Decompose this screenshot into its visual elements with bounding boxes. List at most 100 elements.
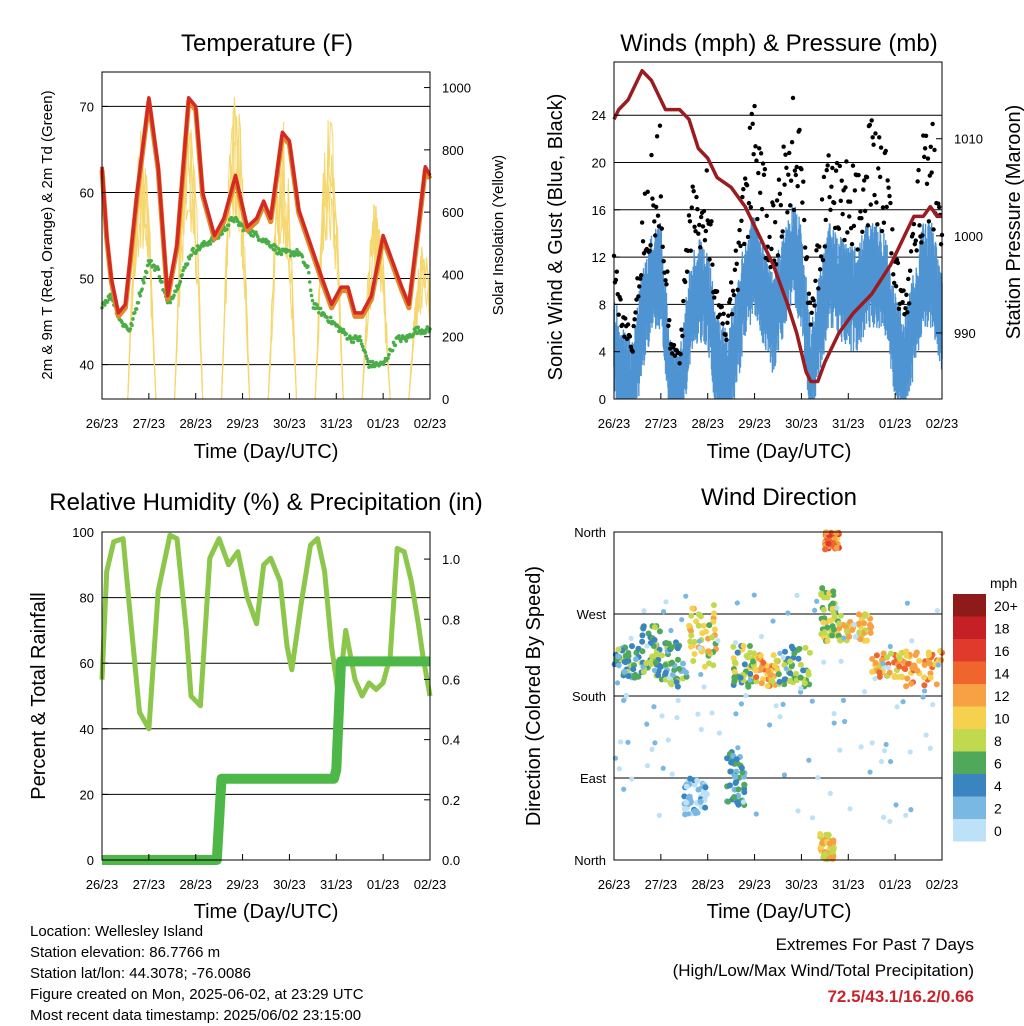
direction-point <box>861 620 868 627</box>
dewpoint-point <box>183 265 187 270</box>
gust-point <box>730 288 736 294</box>
direction-point <box>743 692 749 699</box>
direction-point <box>687 775 694 782</box>
legend-swatch <box>953 639 986 662</box>
y-tick-label: 4 <box>599 345 606 360</box>
gust-point <box>737 227 742 233</box>
gust-point <box>637 284 642 289</box>
direction-point <box>660 765 666 771</box>
gust-point <box>816 286 821 291</box>
gust-point <box>691 188 696 194</box>
direction-point <box>887 818 893 825</box>
direction-point <box>734 649 741 656</box>
direction-points <box>611 529 945 863</box>
direction-point <box>688 612 695 619</box>
direction-point <box>689 605 696 612</box>
x-tick-label: 01/23 <box>367 416 400 431</box>
gust-point <box>652 219 657 224</box>
gust-point <box>875 222 880 227</box>
dewpoint-point <box>309 293 314 298</box>
x-tick-label: 31/23 <box>832 416 865 431</box>
direction-point <box>766 722 773 728</box>
dewpoint-point <box>358 338 363 343</box>
dewpoint-point <box>157 274 162 279</box>
gust-point <box>907 268 913 273</box>
gust-point <box>938 241 944 247</box>
direction-point <box>641 608 647 614</box>
direction-point <box>663 639 670 646</box>
gust-point <box>767 234 772 240</box>
gust-point <box>799 167 804 172</box>
gust-point <box>828 207 833 213</box>
solar-line <box>221 124 251 400</box>
dewpoint-point <box>143 275 147 280</box>
gust-point <box>923 133 929 139</box>
direction-point <box>876 673 883 680</box>
direction-point <box>780 654 786 661</box>
gust-point <box>687 219 693 224</box>
direction-point <box>921 674 928 681</box>
direction-point <box>705 648 712 655</box>
gust-point <box>792 168 798 173</box>
gust-point <box>867 122 873 128</box>
direction-title: Wind Direction <box>701 484 857 511</box>
dewpoint-point <box>393 343 398 348</box>
gust-point <box>822 244 828 249</box>
direction-ylabel: Direction (Colored By Speed) <box>523 566 545 826</box>
gust-point <box>931 227 936 232</box>
gust-point <box>633 310 638 315</box>
gust-point <box>836 226 842 231</box>
gust-point <box>653 204 659 210</box>
direction-point <box>674 715 680 721</box>
direction-point <box>855 620 862 627</box>
pressure-series <box>612 68 942 384</box>
direction-point <box>891 672 898 679</box>
y-tick-label: 70 <box>80 99 94 114</box>
dewpoint-point <box>147 262 152 266</box>
gust-point <box>623 316 628 321</box>
direction-point <box>617 739 624 745</box>
direction-point <box>777 714 783 720</box>
direction-point <box>846 633 853 640</box>
x-tick-label: 02/23 <box>926 416 959 431</box>
x-tick-label: 26/23 <box>86 416 119 431</box>
direction-point <box>614 680 621 686</box>
direction-point <box>649 653 656 660</box>
gust-point <box>808 322 813 327</box>
legend-swatch <box>953 796 986 819</box>
direction-point <box>869 655 876 662</box>
y2-tick-label: 1010 <box>954 132 983 147</box>
direction-point <box>615 653 622 660</box>
gust-point <box>885 178 890 183</box>
legend-label: 18 <box>994 621 1010 637</box>
direction-point <box>680 660 687 667</box>
gust-point <box>903 306 908 311</box>
direction-point <box>815 774 821 781</box>
dewpoint-point <box>317 311 321 315</box>
gust-point <box>925 156 931 161</box>
direction-point <box>914 667 921 674</box>
direction-point <box>698 671 704 678</box>
x-tick-label: 27/23 <box>645 416 678 431</box>
sonic-wind-series <box>613 204 943 399</box>
direction-point <box>674 643 681 650</box>
gust-point <box>741 187 746 192</box>
gust-point <box>916 167 921 173</box>
gust-point <box>784 165 789 170</box>
y-tick-label: 20 <box>592 156 606 171</box>
direction-point <box>668 644 675 651</box>
temperature-ylabel: 2m & 9m T (Red, Orange) & 2m Td (Green) <box>39 90 56 379</box>
dewpoint-point <box>168 300 173 305</box>
dewpoint-point <box>149 258 153 263</box>
gust-point <box>908 249 914 254</box>
gust-point <box>778 202 784 208</box>
direction-point <box>907 749 913 755</box>
gust-point <box>789 139 795 145</box>
gust-point <box>752 103 757 109</box>
direction-point <box>745 682 752 689</box>
gust-point <box>704 168 709 173</box>
gust-point <box>693 229 698 234</box>
y-tick-label: 80 <box>80 591 94 606</box>
x-tick-label: 26/23 <box>598 877 631 892</box>
gust-point <box>813 278 818 283</box>
